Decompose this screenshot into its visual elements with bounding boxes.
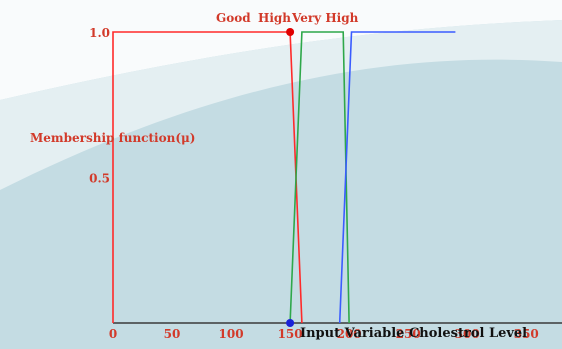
background-swoosh-top xyxy=(0,0,562,100)
series-label-good: Good xyxy=(216,11,251,25)
marker-point-1 xyxy=(286,28,295,36)
x-tick-label: 0 xyxy=(109,327,117,341)
background-swoosh-mid xyxy=(0,20,562,190)
series-label-high: High xyxy=(258,11,291,25)
x-tick-label: 150 xyxy=(278,327,303,341)
chart-series xyxy=(112,28,456,327)
x-tick-label: 200 xyxy=(337,327,362,341)
y-axis-label: Membership function(μ) xyxy=(30,131,195,145)
chart-ticks: 0 50 100 150 200 250 300 350 0.5 1.0 xyxy=(89,26,539,341)
chart-labels: Good High Very High xyxy=(216,11,359,25)
x-tick-label: 350 xyxy=(514,327,539,341)
series-line-very-high xyxy=(338,31,456,324)
marker-point-2 xyxy=(286,319,295,327)
x-tick-label: 100 xyxy=(219,327,244,341)
y-tick-label: 0.5 xyxy=(89,172,110,186)
x-tick-label: 250 xyxy=(396,327,421,341)
x-axis-label: Input Variable Cholestrol Level xyxy=(300,326,527,341)
x-tick-label: 300 xyxy=(455,327,480,341)
y-tick-label: 1.0 xyxy=(89,26,110,40)
x-tick-label: 50 xyxy=(164,327,181,341)
series-label-very-high: Very High xyxy=(291,11,359,25)
